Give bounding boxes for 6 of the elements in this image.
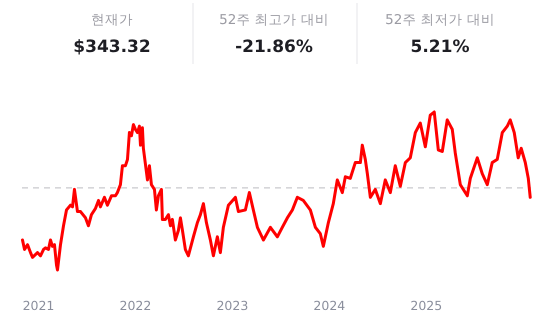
header: 현재가 $343.32 52주 최고가 대비 -21.86% 52주 최저가 대비 5.21% (73, 2, 495, 64)
x-tick-label: 2024 (313, 298, 346, 313)
x-tick-label: 2022 (120, 298, 152, 313)
x-tick-label: 2021 (22, 298, 54, 313)
x-tick-label: 2023 (216, 298, 248, 313)
x-tick-label: 2025 (410, 298, 442, 313)
